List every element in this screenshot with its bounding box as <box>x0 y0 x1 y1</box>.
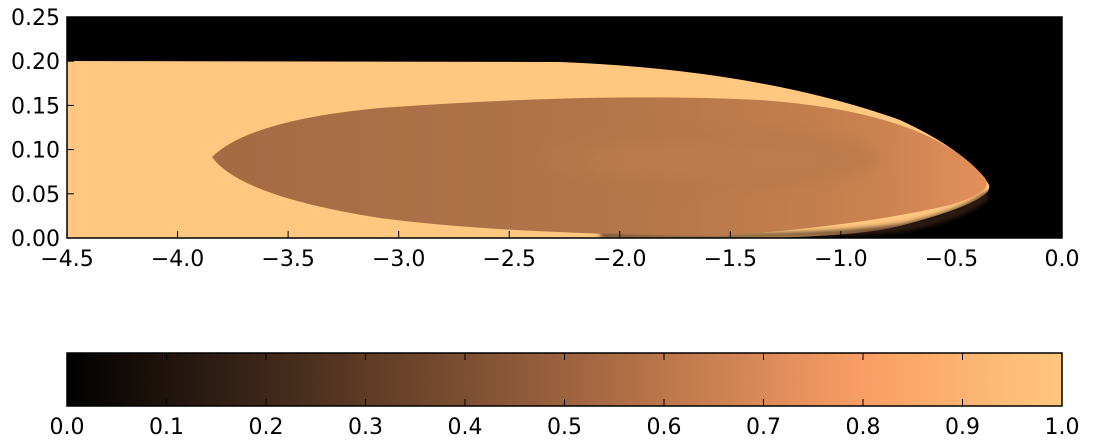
x-tick-label: −4.5 <box>40 247 93 272</box>
x-tick-label: −0.5 <box>925 247 978 272</box>
colorbar-axis: 0.0 0.1 0.2 0.3 0.4 0.5 0.6 0.7 0.8 0.9 1.0 <box>50 353 1080 440</box>
colorbar-tick-label: 0.8 <box>846 415 881 440</box>
heatmap: −4.5 −4.0 −3.5 −3.0 −2.5 −2.0 −1.5 −1.0 −0.5 0.0 … <box>11 6 1079 272</box>
y-axis: 0.00 0.05 0.10 0.15 0.20 0.25 <box>11 6 1062 252</box>
colorbar-tick-label: 0.9 <box>945 415 980 440</box>
y-tick-label: 0.10 <box>11 139 60 164</box>
colorbar-tick-label: 0.1 <box>149 415 184 440</box>
colorbar-tick-label: 0.4 <box>448 415 483 440</box>
x-tick-label: 0.0 <box>1045 247 1080 272</box>
y-tick-label: 0.15 <box>11 94 60 119</box>
x-tick-label: −1.5 <box>704 247 757 272</box>
x-tick-label: −1.0 <box>814 247 867 272</box>
colorbar-tick-label: 1.0 <box>1045 415 1080 440</box>
lens-center <box>580 142 820 178</box>
x-tick-label: −2.0 <box>593 247 646 272</box>
colorbar-tick-label: 0.7 <box>746 415 781 440</box>
colorbar-tick-label: 0.6 <box>647 415 682 440</box>
y-tick-label: 0.20 <box>11 50 60 75</box>
y-tick-label: 0.05 <box>11 183 60 208</box>
lower-edge-shadow <box>600 190 988 238</box>
y-tick-label: 0.00 <box>11 227 60 252</box>
plot-frame <box>66 16 1063 239</box>
x-tick-label: −3.0 <box>372 247 425 272</box>
x-tick-label: −3.5 <box>261 247 314 272</box>
colorbar: 0.0 0.1 0.2 0.3 0.4 0.5 0.6 0.7 0.8 0.9 1.0 <box>50 352 1080 440</box>
colorbar-gradient <box>66 352 1063 407</box>
x-tick-label: −4.0 <box>151 247 204 272</box>
x-axis: −4.5 −4.0 −3.5 −3.0 −2.5 −2.0 −1.5 −1.0 −0.5 0.0 <box>40 17 1080 272</box>
colorbar-tick-label: 0.0 <box>50 415 85 440</box>
y-tick-label: 0.25 <box>11 6 60 31</box>
colorbar-tick-label: 0.2 <box>249 415 284 440</box>
colorbar-tick-label: 0.5 <box>547 415 582 440</box>
colorbar-tick-label: 0.3 <box>348 415 383 440</box>
x-tick-label: −2.5 <box>483 247 536 272</box>
